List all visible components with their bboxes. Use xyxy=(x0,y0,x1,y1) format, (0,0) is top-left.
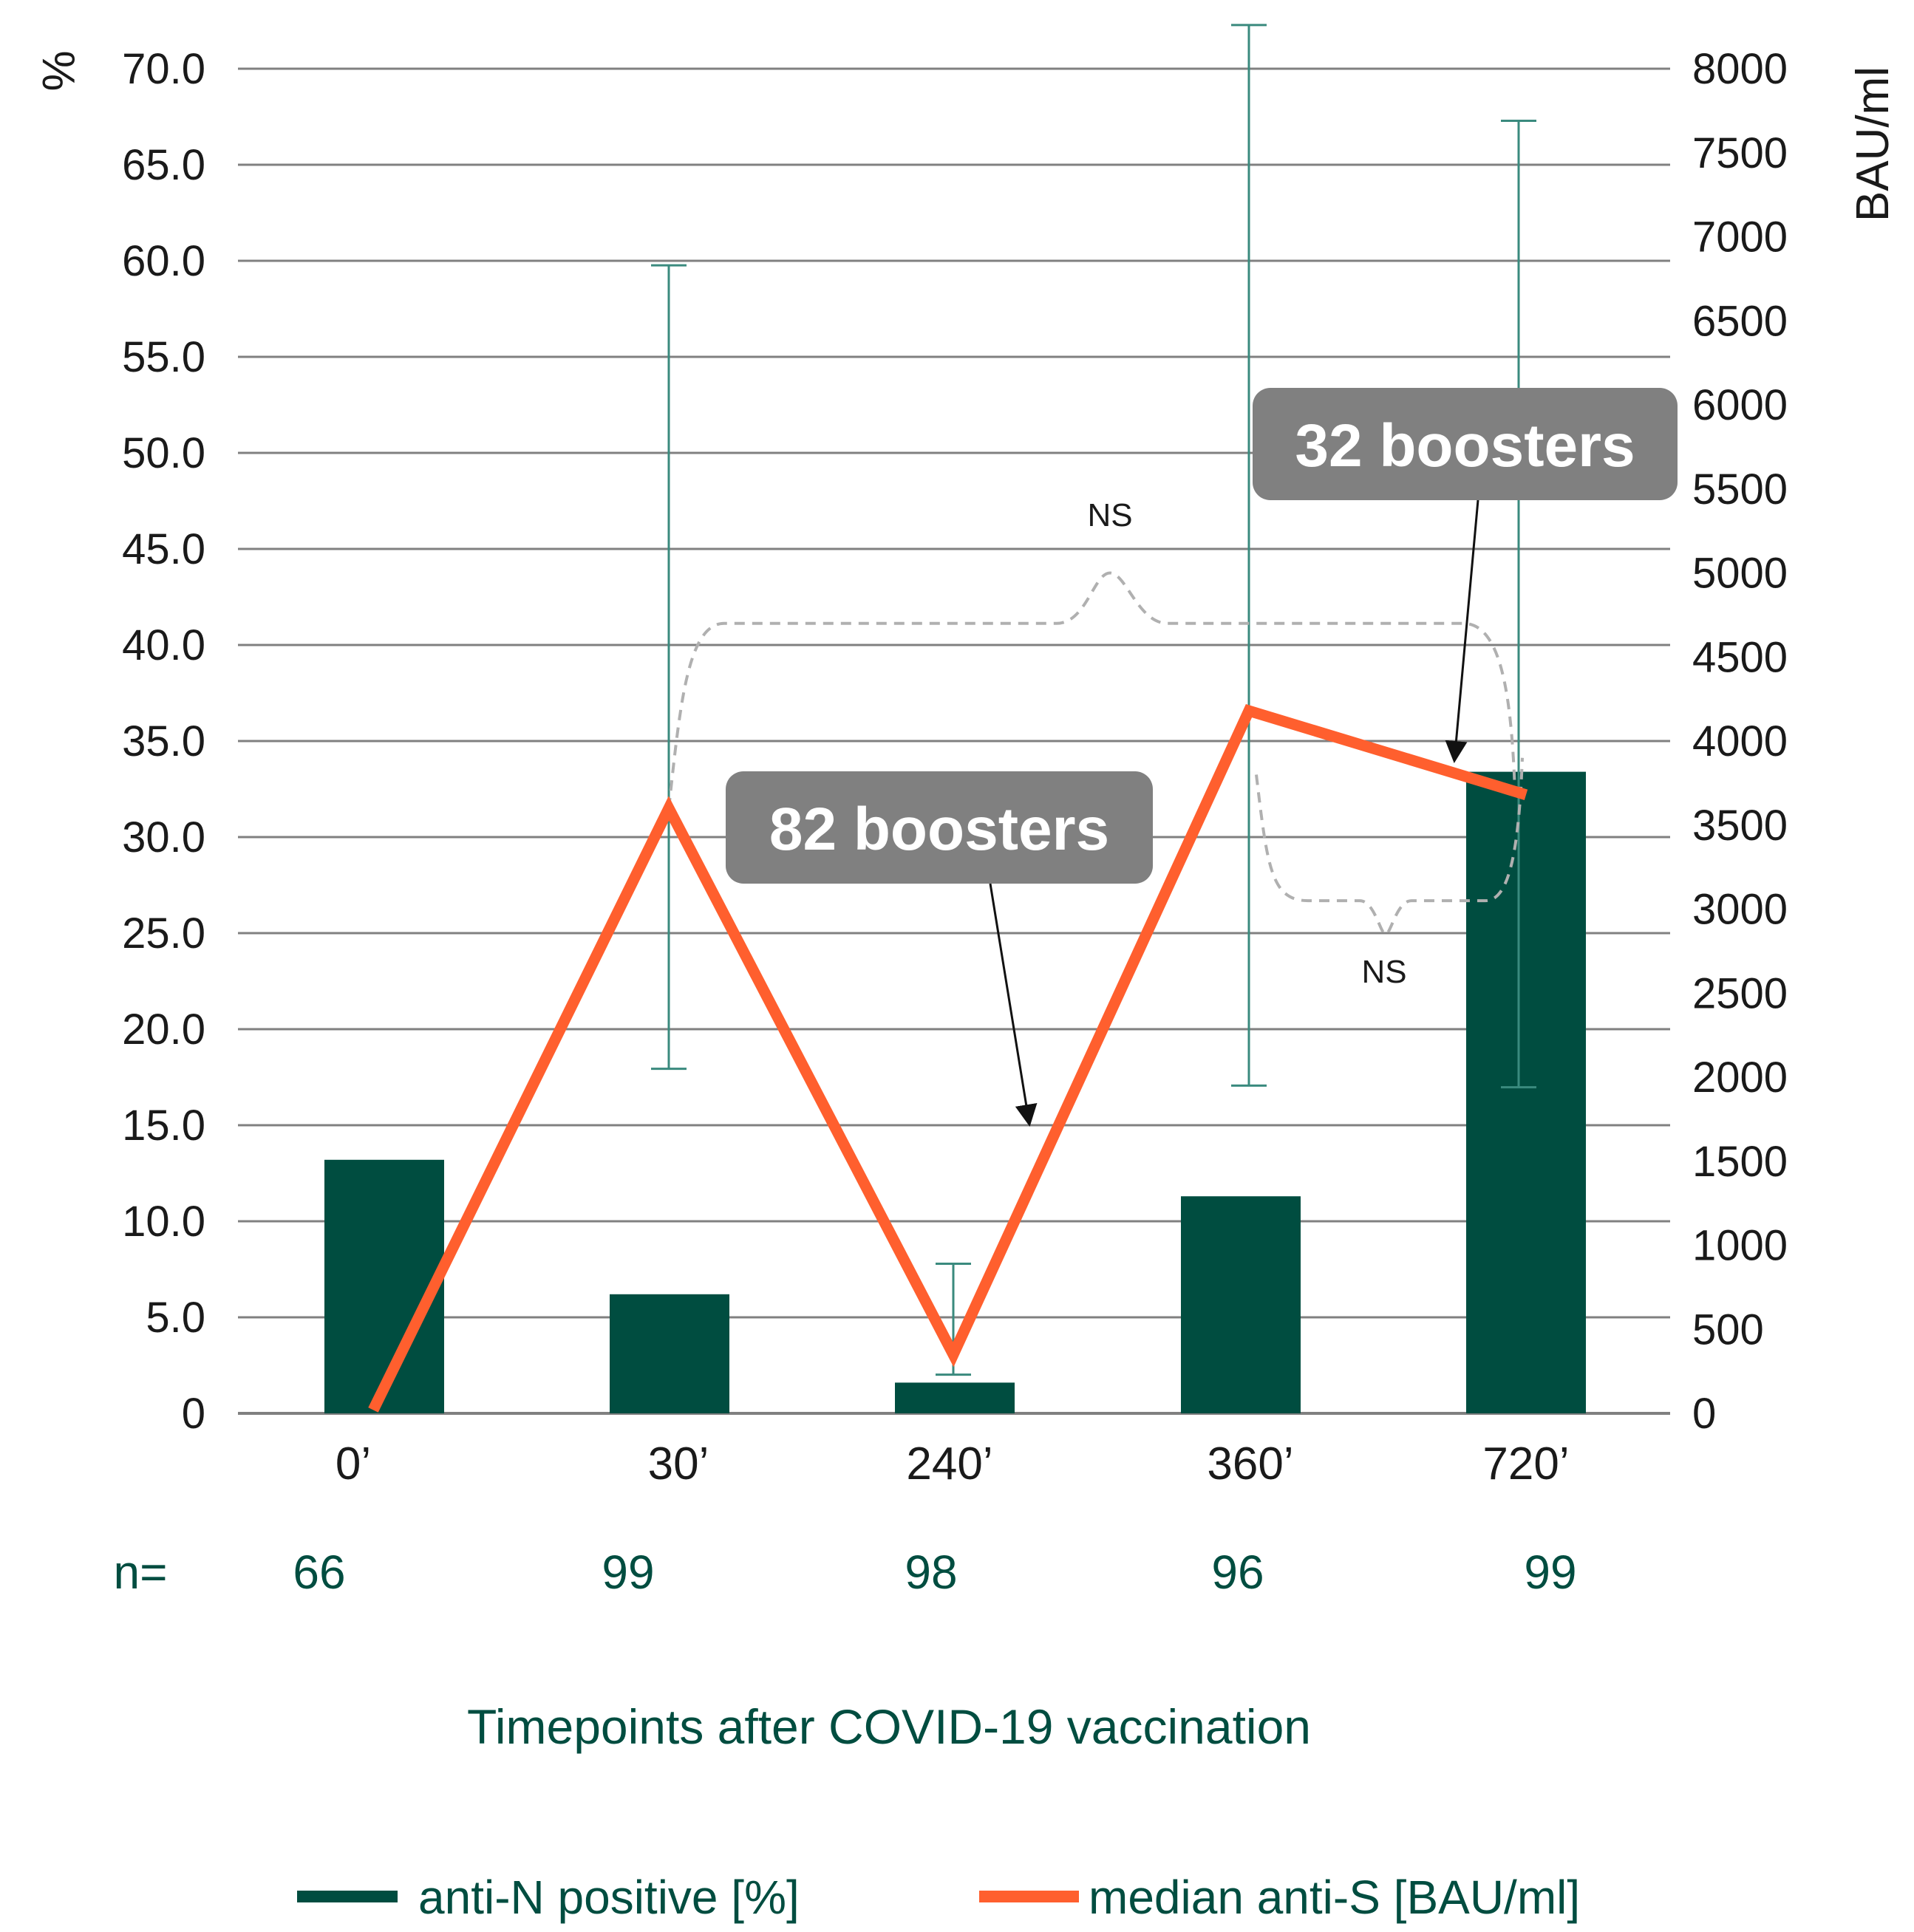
right-tick-label: 5500 xyxy=(1692,465,1788,513)
x-axis-title: Timepoints after COVID-19 vaccination xyxy=(467,1699,1311,1754)
category-label: 240’ xyxy=(906,1438,992,1489)
n-value: 96 xyxy=(1211,1546,1264,1599)
callout-82-text: 82 boosters xyxy=(769,796,1109,863)
right-tick-label: 1500 xyxy=(1692,1138,1788,1186)
n-value: 98 xyxy=(905,1546,957,1599)
bar-0 xyxy=(324,1159,444,1413)
left-tick-label: 0 xyxy=(182,1390,205,1438)
left-tick-label: 50.0 xyxy=(122,429,205,477)
left-tick-label: 20.0 xyxy=(122,1006,205,1054)
bar-4 xyxy=(1466,771,1586,1413)
left-tick-label: 65.0 xyxy=(122,141,205,189)
category-label: 360’ xyxy=(1207,1438,1293,1489)
callout-32-text: 32 boosters xyxy=(1295,412,1635,479)
callout-32-arrow xyxy=(1445,499,1479,763)
left-tick-label: 70.0 xyxy=(122,45,205,93)
legend-label-line: median anti-S [BAU/ml] xyxy=(1089,1871,1580,1924)
left-tick-label: 30.0 xyxy=(122,813,205,861)
left-tick-label: 10.0 xyxy=(122,1198,205,1246)
legend-label-bar: anti-N positive [%] xyxy=(418,1871,800,1924)
left-tick-label: 25.0 xyxy=(122,909,205,958)
left-tick-label: 55.0 xyxy=(122,333,205,381)
right-tick-label: 2500 xyxy=(1692,969,1788,1017)
right-axis-label: BAU/ml xyxy=(1847,66,1898,222)
callout-82-arrow xyxy=(989,883,1038,1127)
right-tick-label: 0 xyxy=(1692,1390,1716,1438)
category-label: 720’ xyxy=(1482,1438,1569,1489)
bar-3 xyxy=(1181,1196,1301,1413)
right-tick-label: 500 xyxy=(1692,1305,1764,1354)
right-tick-label: 6000 xyxy=(1692,381,1788,429)
right-tick-label: 5000 xyxy=(1692,550,1788,598)
ns-label-top: NS xyxy=(1087,497,1132,533)
bar-1 xyxy=(610,1294,729,1413)
right-tick-label: 3000 xyxy=(1692,886,1788,934)
ns-label-bottom: NS xyxy=(1361,954,1406,990)
median-line xyxy=(368,703,1528,1413)
n-label: n= xyxy=(114,1546,168,1599)
category-label: 0’ xyxy=(336,1438,371,1489)
right-tick-label: 6500 xyxy=(1692,297,1788,345)
left-tick-label: 60.0 xyxy=(122,237,205,285)
right-tick-label: 4000 xyxy=(1692,717,1788,765)
left-tick-label: 45.0 xyxy=(122,525,205,573)
ns-bracket-short xyxy=(1255,757,1524,936)
right-tick-label: 7000 xyxy=(1692,214,1788,262)
bar-2 xyxy=(895,1382,1015,1413)
ns-bracket-long xyxy=(667,571,1516,809)
left-axis-label: % xyxy=(33,50,84,91)
n-value: 66 xyxy=(293,1546,345,1599)
left-tick-label: 35.0 xyxy=(122,717,205,765)
n-value: 99 xyxy=(602,1546,654,1599)
left-tick-label: 40.0 xyxy=(122,621,205,669)
left-tick-label: 5.0 xyxy=(146,1294,205,1342)
left-tick-label: 15.0 xyxy=(122,1102,205,1150)
right-tick-label: 2000 xyxy=(1692,1054,1788,1102)
callout-32-box xyxy=(1253,388,1678,500)
right-tick-label: 3500 xyxy=(1692,802,1788,850)
right-tick-label: 8000 xyxy=(1692,45,1788,93)
callout-82-box xyxy=(726,771,1153,884)
n-value: 99 xyxy=(1524,1546,1576,1599)
right-tick-label: 4500 xyxy=(1692,633,1788,681)
right-tick-label: 1000 xyxy=(1692,1222,1788,1270)
category-label: 30’ xyxy=(648,1438,709,1489)
right-tick-label: 7500 xyxy=(1692,129,1788,177)
